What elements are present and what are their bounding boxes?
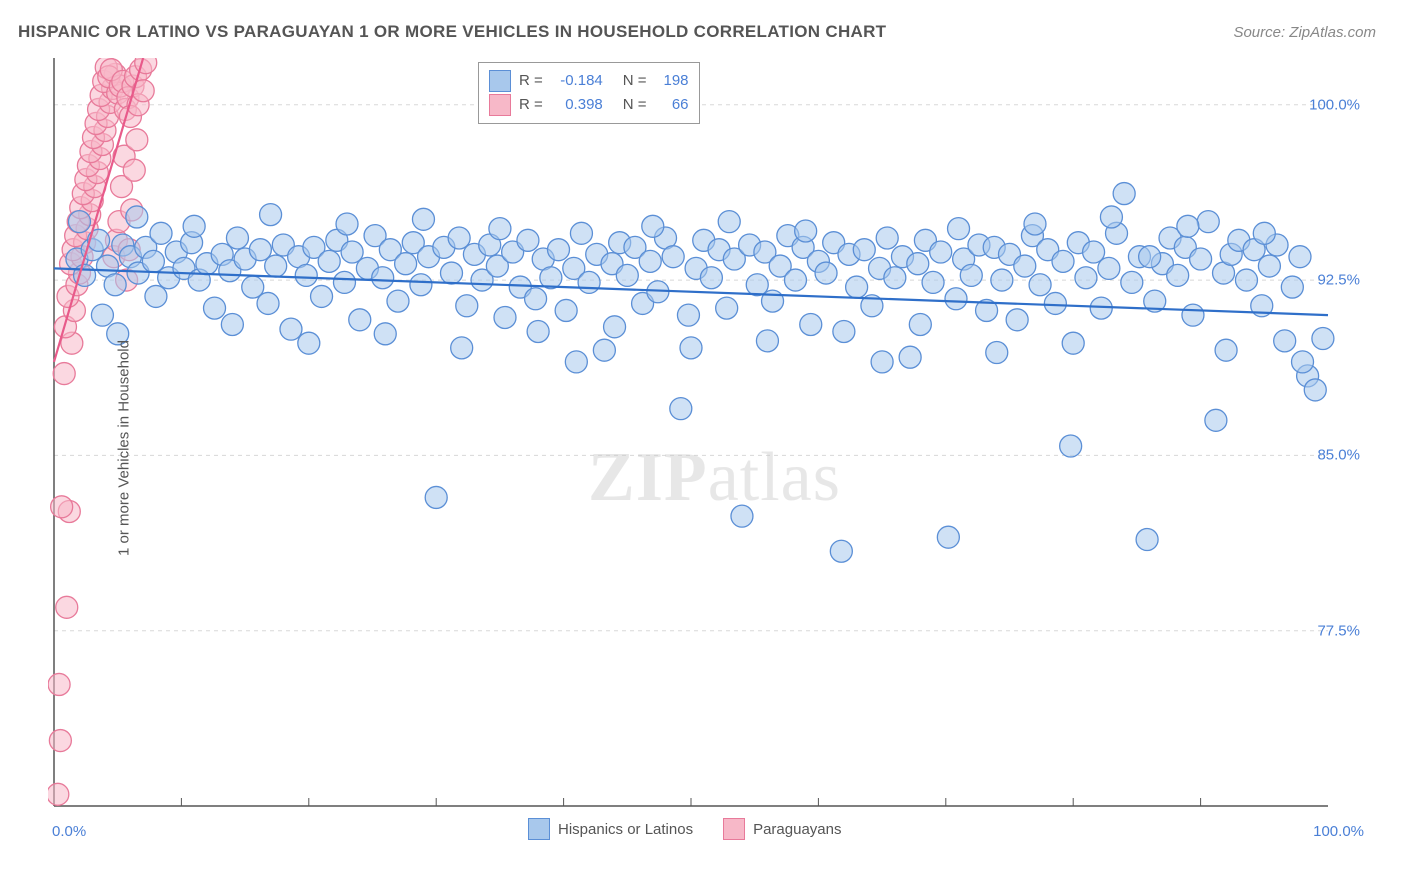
n-value: 66: [655, 93, 689, 117]
legend: Hispanics or Latinos Paraguayans: [528, 818, 841, 840]
y-axis-tick-label: 85.0%: [1317, 447, 1360, 464]
stats-box: R = -0.184 N = 198 R = 0.398 N = 66: [478, 62, 700, 124]
chart-title: HISPANIC OR LATINO VS PARAGUAYAN 1 OR MO…: [18, 22, 886, 42]
legend-item: Hispanics or Latinos: [528, 818, 693, 840]
r-label: R =: [519, 69, 543, 93]
x-axis-max-label: 100.0%: [1313, 823, 1364, 840]
legend-label: Paraguayans: [753, 821, 841, 838]
n-value: 198: [655, 69, 689, 93]
stats-row: R = -0.184 N = 198: [489, 69, 689, 93]
scatter-chart: [48, 58, 1368, 838]
y-axis-label: 1 or more Vehicles in Household: [115, 340, 132, 556]
legend-swatch: [528, 818, 550, 840]
y-axis-tick-label: 77.5%: [1317, 622, 1360, 639]
r-label: R =: [519, 93, 543, 117]
series-swatch: [489, 70, 511, 92]
series-swatch: [489, 94, 511, 116]
y-axis-tick-label: 92.5%: [1317, 272, 1360, 289]
y-axis-tick-label: 100.0%: [1309, 96, 1360, 113]
r-value: -0.184: [551, 69, 603, 93]
n-label: N =: [623, 93, 647, 117]
legend-swatch: [723, 818, 745, 840]
stats-row: R = 0.398 N = 66: [489, 93, 689, 117]
chart-container: 1 or more Vehicles in Household ZIPatlas…: [48, 58, 1368, 838]
r-value: 0.398: [551, 93, 603, 117]
legend-label: Hispanics or Latinos: [558, 821, 693, 838]
x-axis-min-label: 0.0%: [52, 823, 86, 840]
legend-item: Paraguayans: [723, 818, 841, 840]
n-label: N =: [623, 69, 647, 93]
source-attribution: Source: ZipAtlas.com: [1233, 24, 1376, 41]
